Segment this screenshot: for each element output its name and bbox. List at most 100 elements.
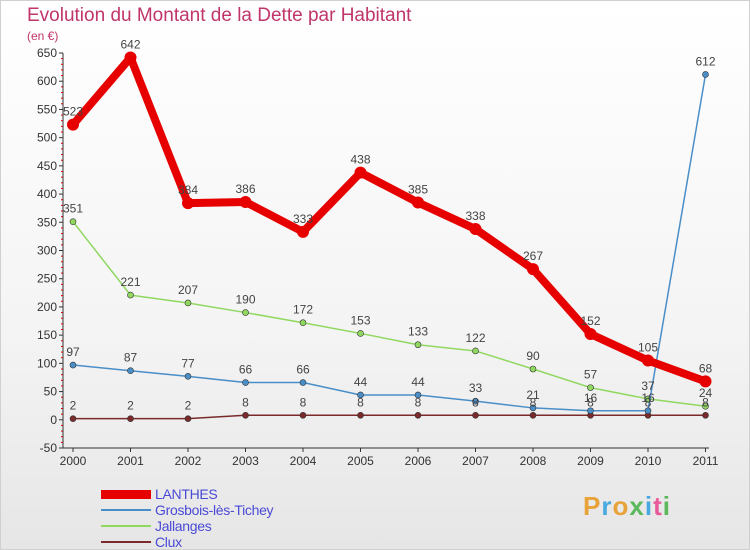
x-tick-label: 2002: [175, 454, 202, 468]
series-line: [69, 53, 710, 386]
logo-letter: x: [629, 491, 645, 521]
data-point: [127, 367, 134, 374]
data-point: [644, 407, 652, 415]
x-tick-label: 2009: [577, 454, 604, 468]
data-label: 338: [465, 209, 485, 223]
x-tick-label: 2007: [462, 454, 489, 468]
data-label: 386: [235, 182, 255, 196]
data-point: [299, 319, 307, 327]
legend-label: LANTHES: [155, 486, 218, 502]
data-point: [242, 411, 249, 419]
y-tick-label: 650: [37, 46, 57, 60]
x-tick-label: 2010: [635, 454, 662, 468]
data-label: 77: [181, 356, 195, 370]
data-point: [127, 415, 134, 422]
data-point: [414, 411, 422, 419]
data-label: 133: [408, 325, 428, 339]
data-label: 384: [178, 183, 198, 197]
data-label: 97: [66, 345, 80, 359]
data-point: [239, 195, 252, 208]
legend-label: Grosbois-lès-Tichey: [155, 502, 274, 518]
data-point: [472, 397, 479, 405]
data-label: 2: [127, 399, 134, 413]
y-tick-label: 400: [37, 187, 57, 201]
data-label: 523: [63, 105, 83, 119]
data-point: [357, 330, 364, 337]
data-label: 2: [70, 399, 77, 413]
data-point: [472, 347, 479, 355]
data-label: 8: [587, 395, 594, 409]
x-tick-label: 2000: [60, 454, 87, 468]
x-tick-label: 2008: [520, 454, 547, 468]
legend-swatch: [101, 525, 151, 527]
data-label: 2: [185, 399, 192, 413]
data-label: 87: [124, 351, 138, 365]
data-label: 8: [645, 395, 652, 409]
data-label: 8: [530, 395, 537, 409]
y-tick-label: 250: [37, 272, 57, 286]
data-point: [414, 341, 422, 349]
data-label: 351: [63, 202, 83, 216]
y-tick-label: 600: [37, 74, 57, 88]
data-point: [527, 263, 539, 276]
y-tick-label: 150: [37, 328, 57, 342]
y-tick-label: 0: [50, 413, 57, 427]
data-point: [124, 51, 137, 64]
data-point: [702, 411, 709, 419]
data-label: 190: [235, 293, 255, 307]
data-label: 267: [523, 249, 543, 263]
data-point: [702, 402, 709, 410]
legend-swatch: [101, 509, 151, 511]
data-point: [642, 354, 654, 367]
data-label: 24: [699, 386, 713, 400]
data-label: 612: [695, 54, 715, 68]
data-label: 8: [702, 395, 709, 409]
data-point: [184, 373, 192, 380]
data-point: [414, 391, 422, 399]
data-label: 16: [641, 391, 655, 405]
data-point: [67, 118, 79, 131]
legend-swatch: [101, 541, 151, 543]
data-point: [69, 361, 77, 369]
data-point: [357, 411, 364, 419]
data-label: 207: [178, 283, 198, 297]
data-point: [354, 166, 367, 179]
data-label: 90: [526, 349, 540, 363]
data-point: [529, 404, 537, 412]
data-point: [69, 218, 77, 226]
logo-letter: i: [662, 491, 671, 521]
data-point: [69, 415, 77, 422]
series-line: [72, 73, 707, 412]
logo-letter: t: [653, 491, 663, 521]
logo-letter: P: [583, 491, 602, 521]
x-tick-label: 2003: [232, 454, 259, 468]
data-point: [184, 299, 192, 307]
data-point: [587, 384, 594, 391]
legend-label: Clux: [155, 534, 182, 550]
y-tick-label: 500: [37, 131, 57, 145]
data-point: [357, 391, 364, 399]
data-label: 642: [120, 38, 140, 52]
data-label: 153: [350, 313, 370, 327]
chart-title: Evolution du Montant de la Dette par Hab…: [27, 5, 412, 26]
data-label: 122: [465, 331, 485, 345]
data-label: 385: [408, 183, 428, 197]
data-point: [297, 225, 309, 238]
data-point: [184, 415, 192, 422]
data-label: 44: [411, 375, 425, 389]
data-point: [182, 197, 194, 210]
data-label: 8: [415, 395, 422, 409]
y-tick-label: 300: [37, 244, 57, 258]
x-tick-label: 2005: [347, 454, 374, 468]
data-label: 8: [300, 395, 307, 409]
y-tick-label: 450: [37, 159, 57, 173]
x-tick-label: 2006: [405, 454, 432, 468]
y-tick-label: 550: [37, 102, 57, 116]
data-label: 16: [584, 391, 598, 405]
data-point: [412, 196, 424, 209]
data-point: [472, 411, 479, 419]
data-point: [469, 223, 482, 236]
data-point: [242, 379, 249, 386]
data-point: [529, 411, 537, 419]
